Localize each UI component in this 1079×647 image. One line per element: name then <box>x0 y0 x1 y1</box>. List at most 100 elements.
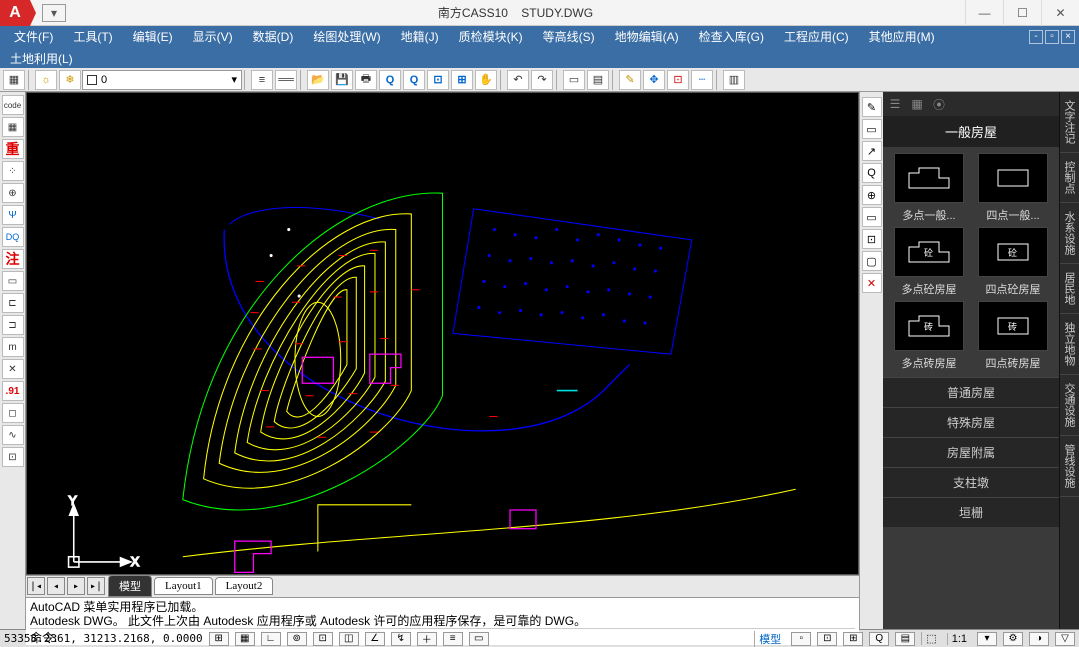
mdi-max[interactable]: ▫ <box>1045 30 1059 44</box>
sb-model[interactable]: 模型 <box>754 631 785 647</box>
vtab-0[interactable]: 文字注记 <box>1060 92 1079 153</box>
pitem-5[interactable]: 砖 四点砖房屋 <box>973 301 1053 371</box>
lt-val[interactable]: .91 <box>2 381 24 401</box>
lt-rect[interactable]: ▭ <box>2 271 24 291</box>
tab-next[interactable]: ▸ <box>67 577 85 595</box>
menu-contour[interactable]: 等高线(S) <box>533 26 605 48</box>
layer-dropdown[interactable]: 0 ▾ <box>82 70 242 90</box>
sb-r6[interactable]: ▾ <box>977 632 997 646</box>
menu-file[interactable]: 文件(F) <box>4 26 63 48</box>
tb-lineweight[interactable]: ══ <box>275 70 297 90</box>
pal-pin-icon[interactable]: ⦿ <box>931 96 947 112</box>
sb-scale[interactable]: 1:1 <box>947 633 971 645</box>
rt-b2[interactable]: ⊡ <box>862 229 882 249</box>
pcat-1[interactable]: 特殊房屋 <box>883 407 1059 437</box>
tb-linetype[interactable]: ≡ <box>251 70 273 90</box>
menu-other[interactable]: 其他应用(M) <box>859 26 945 48</box>
lt-box[interactable]: ◻ <box>2 403 24 423</box>
tb-bulb[interactable]: ☼ <box>35 70 57 90</box>
tab-layout2[interactable]: Layout2 <box>215 577 274 595</box>
lt-grid[interactable]: ▦ <box>2 117 24 137</box>
sb-snap[interactable]: ⊞ <box>209 632 229 646</box>
tb-move[interactable]: ✥ <box>643 70 665 90</box>
lt-l2[interactable]: ⊐ <box>2 315 24 335</box>
lt-code[interactable]: code <box>2 95 24 115</box>
vtab-3[interactable]: 居民地 <box>1060 264 1079 314</box>
sb-r9[interactable]: ▽ <box>1055 632 1075 646</box>
sb-r5[interactable]: ▤ <box>895 632 915 646</box>
sb-ducs[interactable]: ↯ <box>391 632 411 646</box>
tb-block2[interactable]: ▤ <box>587 70 609 90</box>
pcat-4[interactable]: 垣栅 <box>883 497 1059 527</box>
menu-tools[interactable]: 工具(T) <box>63 26 122 48</box>
lt-m[interactable]: m <box>2 337 24 357</box>
sb-r4[interactable]: Q <box>869 632 889 646</box>
lt-fork[interactable]: Ψ <box>2 205 24 225</box>
tb-zoom-out[interactable]: Q <box>403 70 425 90</box>
rt-box[interactable]: ▭ <box>862 119 882 139</box>
pitem-0[interactable]: 多点一般... <box>889 153 969 223</box>
tb-zoom-ext[interactable]: ⊞ <box>451 70 473 90</box>
tb-zoom-win[interactable]: ⊡ <box>427 70 449 90</box>
pcat-2[interactable]: 房屋附属 <box>883 437 1059 467</box>
sb-otrk[interactable]: ∠ <box>365 632 385 646</box>
rt-del[interactable]: ✕ <box>862 273 882 293</box>
pcat-3[interactable]: 支柱墩 <box>883 467 1059 497</box>
tb-fence[interactable]: ⊡ <box>667 70 689 90</box>
menu-cadastre[interactable]: 地籍(J) <box>391 26 449 48</box>
vtab-6[interactable]: 管线设施 <box>1060 436 1079 497</box>
pitem-4[interactable]: 砖 多点砖房屋 <box>889 301 969 371</box>
lt-curve[interactable]: ∿ <box>2 425 24 445</box>
menu-data[interactable]: 数据(D) <box>243 26 304 48</box>
pitem-2[interactable]: 砼 多点砼房屋 <box>889 227 969 297</box>
lt-target[interactable]: ⊡ <box>2 447 24 467</box>
tb-undo[interactable]: ↶ <box>507 70 529 90</box>
sb-r3[interactable]: ⊞ <box>843 632 863 646</box>
rt-zoom[interactable]: Q <box>862 163 882 183</box>
menu-engineering[interactable]: 工程应用(C) <box>774 26 859 48</box>
sb-osnap[interactable]: ⊡ <box>313 632 333 646</box>
tab-layout1[interactable]: Layout1 <box>154 577 213 595</box>
vtab-2[interactable]: 水系设施 <box>1060 203 1079 264</box>
tab-model[interactable]: 模型 <box>108 575 152 597</box>
sb-r1[interactable]: ▫ <box>791 632 811 646</box>
sb-qp[interactable]: ▭ <box>469 632 489 646</box>
sb-polar[interactable]: ⊚ <box>287 632 307 646</box>
qat-dropdown[interactable]: ▾ <box>42 4 66 22</box>
sb-lwt[interactable]: ≡ <box>443 632 463 646</box>
mdi-close[interactable]: × <box>1061 30 1075 44</box>
tb-save[interactable]: 💾 <box>331 70 353 90</box>
vtab-4[interactable]: 独立地物 <box>1060 314 1079 375</box>
mdi-min[interactable]: - <box>1029 30 1043 44</box>
maximize-button[interactable]: ☐ <box>1003 0 1041 26</box>
sb-scale-icon[interactable]: ⬚ <box>921 632 940 645</box>
pitem-3[interactable]: 砼 四点砼房屋 <box>973 227 1053 297</box>
vtab-1[interactable]: 控制点 <box>1060 153 1079 203</box>
sb-r8[interactable]: ◑ <box>1029 632 1049 646</box>
sb-ortho[interactable]: ∟ <box>261 632 281 646</box>
tb-extra[interactable]: ▥ <box>723 70 745 90</box>
minimize-button[interactable]: — <box>965 0 1003 26</box>
tb-redo[interactable]: ↷ <box>531 70 553 90</box>
tb-block1[interactable]: ▭ <box>563 70 585 90</box>
rt-b1[interactable]: ▭ <box>862 207 882 227</box>
tb-pan[interactable]: ✋ <box>475 70 497 90</box>
drawing-canvas[interactable]: X Y <box>26 92 859 575</box>
rt-arrow[interactable]: ↗ <box>862 141 882 161</box>
pcat-0[interactable]: 普通房屋 <box>883 377 1059 407</box>
rt-b3[interactable]: ▢ <box>862 251 882 271</box>
tb-new[interactable]: ▦ <box>3 70 25 90</box>
lt-plus[interactable]: ⊕ <box>2 183 24 203</box>
menu-feature-edit[interactable]: 地物编辑(A) <box>605 26 689 48</box>
tab-last[interactable]: ▸| <box>87 577 105 595</box>
vtab-5[interactable]: 交通设施 <box>1060 375 1079 436</box>
tb-sun[interactable]: ❄ <box>59 70 81 90</box>
tb-dash[interactable]: ┄ <box>691 70 713 90</box>
sb-r7[interactable]: ⚙ <box>1003 632 1023 646</box>
sb-r2[interactable]: ⊡ <box>817 632 837 646</box>
sb-grid[interactable]: ▦ <box>235 632 255 646</box>
tb-plot[interactable]: 🖶 <box>355 70 377 90</box>
menu-qc[interactable]: 质检模块(K) <box>449 26 533 48</box>
lt-note[interactable]: 注 <box>2 249 24 269</box>
menu-landuse[interactable]: 土地利用(L) <box>0 50 83 67</box>
